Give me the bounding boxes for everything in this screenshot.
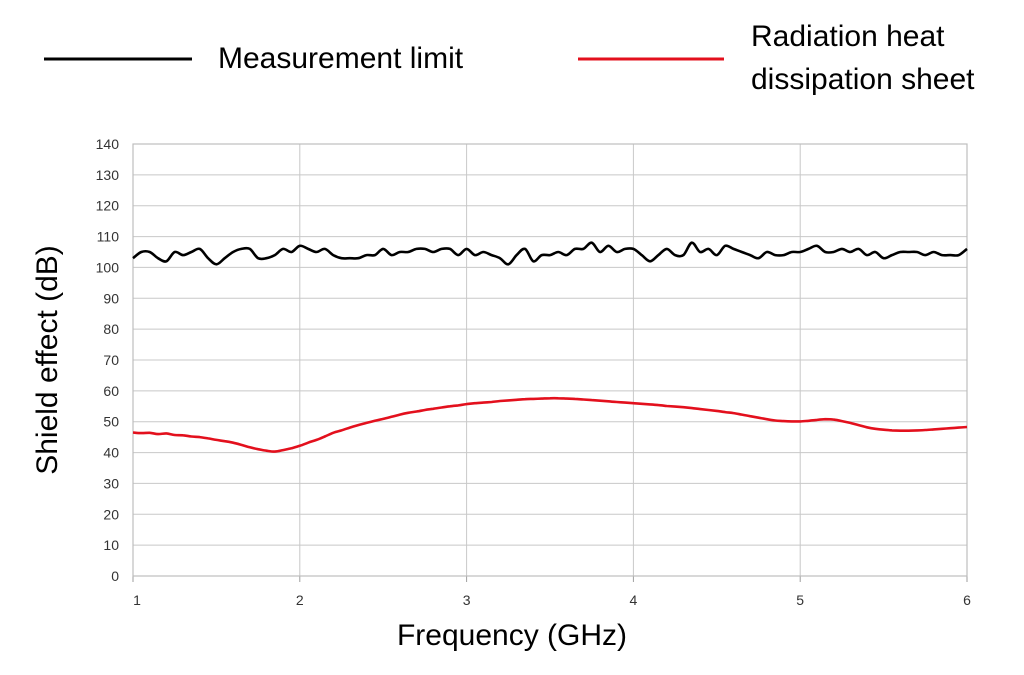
- legend-label-measurement-limit: Measurement limit: [218, 42, 464, 75]
- legend-label-line: Radiation heat: [751, 20, 945, 53]
- legend-label-line: dissipation sheet: [751, 63, 975, 96]
- x-tick-label: 6: [963, 592, 971, 608]
- plot-area-frame: [132, 143, 968, 577]
- y-axis-title: Shield effect (dB): [31, 245, 64, 475]
- x-axis-title: Frequency (GHz): [397, 619, 627, 652]
- series-line-1: [132, 396, 968, 453]
- y-tick-label: 10: [103, 537, 119, 553]
- y-tick-label: 0: [111, 568, 119, 584]
- legend-label-radiation-heat-dissipation-sheet: Radiation heat dissipation sheet: [751, 20, 975, 96]
- tick-labels: 0 10 20 30 40 50 60 70 80 90 100 110 120 130 140 1 2 3 4 5 6: [96, 136, 971, 608]
- y-tick-label: 60: [103, 383, 119, 399]
- data-series: [132, 241, 968, 453]
- y-tick-label: 120: [96, 198, 120, 214]
- x-tick-label: 3: [463, 592, 471, 608]
- y-tick-label: 70: [103, 352, 119, 368]
- series-line-0: [132, 241, 968, 266]
- x-tick-label: 5: [796, 592, 804, 608]
- x-tick-label: 2: [296, 592, 304, 608]
- y-tick-label: 110: [97, 229, 120, 245]
- y-tick-label: 130: [96, 167, 120, 183]
- x-tick-label: 4: [630, 592, 638, 608]
- y-tick-label: 90: [103, 290, 119, 306]
- grid-lines: [132, 143, 968, 582]
- y-tick-label: 40: [103, 445, 119, 461]
- y-tick-label: 30: [103, 475, 119, 491]
- x-tick-label: 1: [133, 592, 141, 608]
- y-tick-label: 140: [96, 136, 120, 152]
- y-tick-label: 80: [103, 321, 119, 337]
- y-tick-label: 50: [103, 414, 119, 430]
- y-tick-label: 20: [103, 506, 119, 522]
- y-tick-label: 100: [96, 259, 120, 275]
- legend: Measurement limit Radiation heat dissipat…: [44, 20, 975, 96]
